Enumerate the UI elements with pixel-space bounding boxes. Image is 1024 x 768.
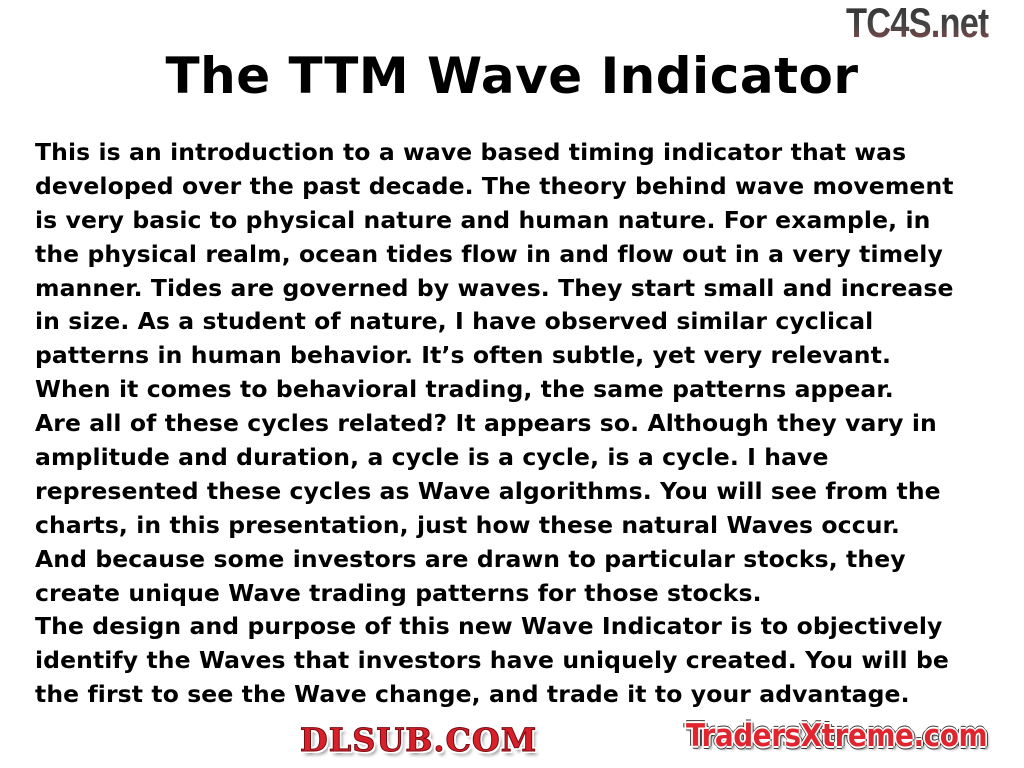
body-line: This is an introduction to a wave based … (35, 138, 907, 166)
body-line: And because some investors are drawn to … (35, 544, 906, 573)
body-line: The design and purpose of this new Wave … (35, 612, 943, 641)
body-line: amplitude and duration, a cycle is a cyc… (35, 443, 829, 472)
body-line: Are all of these cycles related? It appe… (35, 409, 937, 438)
body-line: identify the Waves that investors have u… (35, 646, 949, 675)
body-line: is very basic to physical nature and hum… (35, 205, 931, 234)
body-line: patterns in human behavior. It’s often s… (35, 341, 891, 370)
body-line: the physical realm, ocean tides flow in … (35, 239, 943, 268)
body-line: charts, in this presentation, just how t… (35, 510, 900, 539)
tradersxtreme-watermark: TradersXtreme.com (686, 718, 988, 754)
tc4s-watermark-logo: TC4S.net (846, 0, 990, 46)
dlsub-watermark: DLSUB.COM (299, 721, 538, 759)
body-line: developed over the past decade. The theo… (35, 171, 954, 200)
body-line: in size. As a student of nature, I have … (35, 307, 874, 336)
body-line: create unique Wave trading patterns for … (35, 578, 762, 607)
body-line: manner. Tides are governed by waves. The… (35, 273, 954, 302)
slide-body: This is an introduction to a wave based … (35, 136, 954, 712)
body-line: When it comes to behavioral trading, the… (35, 375, 894, 404)
slide-title: The TTM Wave Indicator (165, 47, 859, 105)
body-line: represented these cycles as Wave algorit… (35, 476, 941, 505)
body-line: the first to see the Wave change, and tr… (35, 680, 910, 709)
